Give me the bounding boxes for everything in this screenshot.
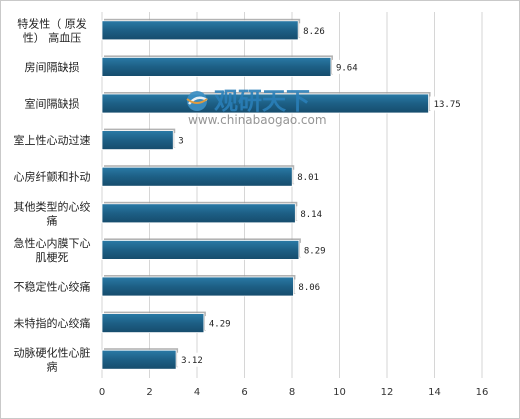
data-label: 8.26: [303, 27, 325, 37]
category-label: 房间隔缺损: [25, 60, 80, 74]
x-tick-label: 14: [428, 387, 441, 398]
category-label: 室上性心动过速: [14, 133, 91, 147]
data-label: 9.64: [336, 63, 358, 73]
x-tick-label: 4: [194, 387, 200, 398]
category-label: 不稳定性心绞痛: [14, 280, 91, 294]
data-label-box: [204, 316, 236, 331]
x-tick-label: 0: [99, 387, 105, 398]
data-label-box: [294, 279, 325, 294]
bar: [101, 203, 296, 224]
data-label-box: [299, 23, 330, 38]
data-label: 8.01: [297, 173, 319, 183]
x-tick-label: 16: [476, 387, 489, 398]
data-label-box: [177, 352, 208, 367]
data-label: 8.06: [298, 283, 320, 293]
watermark-logo-text: 观研天下: [214, 87, 310, 115]
data-label-box: [293, 169, 324, 184]
data-label-box: [331, 59, 363, 74]
category-label: 心房纤颤和扑动: [14, 170, 91, 184]
category-label: 未特指的心绞痛: [14, 316, 91, 330]
bar: [101, 20, 299, 41]
watermark-url: www.chinabaogao.com: [188, 113, 327, 127]
data-label: 8.14: [300, 210, 322, 220]
bar: [101, 313, 205, 334]
bars: [101, 18, 431, 370]
data-label: 13.75: [434, 100, 461, 110]
data-label: 8.29: [304, 246, 326, 256]
watermark: 观研天下 www.chinabaogao.com: [186, 87, 327, 127]
bar: [101, 239, 300, 260]
x-tick-label: 6: [241, 387, 247, 398]
category-label: 特发性（ 原发性） 高血压: [17, 16, 87, 44]
x-tick-label: 10: [333, 387, 346, 398]
data-label-box: [174, 133, 188, 148]
x-tick-label: 8: [289, 387, 295, 398]
bar: [101, 93, 429, 114]
category-label: 急性心内膜下心肌梗死: [14, 236, 91, 264]
data-label: 3: [178, 137, 183, 147]
data-label-box: [296, 206, 327, 221]
data-label-box: [299, 242, 331, 257]
category-label: 其他类型的心绞痛: [14, 199, 91, 227]
labels: 0 2 4 6 8 10 12 14 16 8.26 特发性（ 原发性） 高血压 9.64 房间隔缺损 1…: [14, 16, 489, 398]
x-tick-label: 2: [146, 387, 152, 398]
bar: [101, 276, 294, 297]
category-label: 室间隔缺损: [25, 97, 80, 111]
bar: [101, 349, 177, 370]
bar: [101, 166, 293, 187]
bar: [101, 130, 174, 151]
data-label: 3.12: [181, 356, 203, 366]
x-tick-label: 12: [381, 387, 394, 398]
category-label: 动脉硬化性心脏病: [14, 346, 91, 374]
data-label: 4.29: [209, 320, 231, 330]
watermark-logo-icon: [186, 91, 208, 111]
data-label-box: [429, 96, 466, 111]
bar: [101, 57, 332, 77]
